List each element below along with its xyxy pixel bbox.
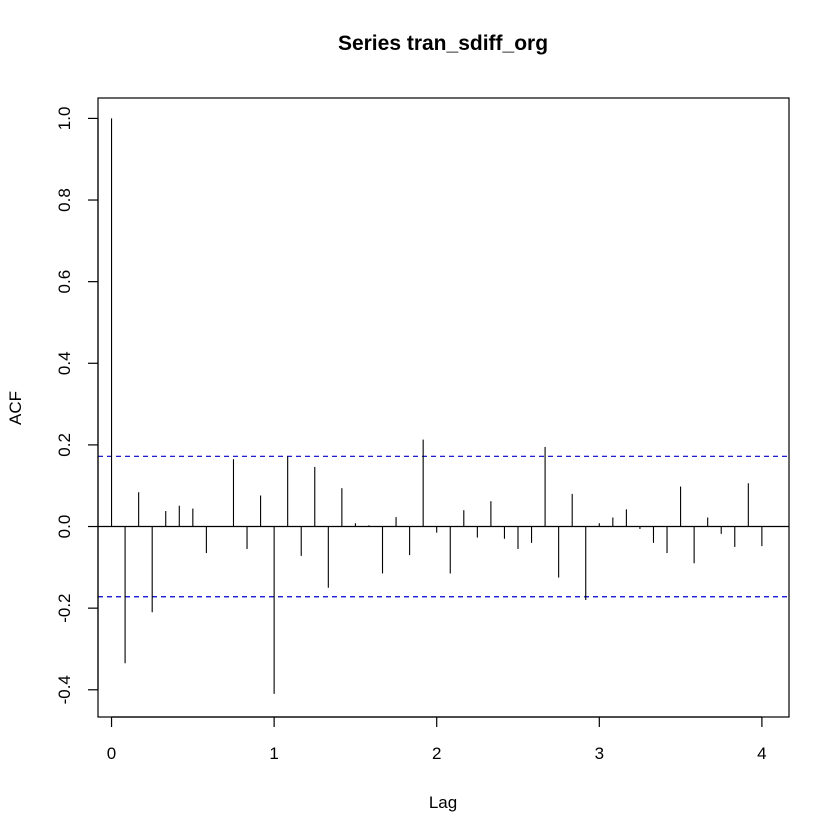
y-tick-label: 0.4 (55, 351, 74, 375)
y-axis-label: ACF (6, 391, 25, 425)
x-axis: 0 1 2 3 4 (107, 716, 767, 763)
y-tick-label: 0.6 (55, 270, 74, 294)
chart-title: Series tran_sdiff_org (338, 32, 548, 55)
y-tick-label: 1.0 (55, 107, 74, 131)
x-tick-label: 1 (269, 744, 278, 763)
plot-frame (97, 97, 790, 718)
x-tick-label: 3 (595, 744, 604, 763)
y-tick-label: 0.0 (55, 515, 74, 539)
x-tick-label: 4 (757, 744, 766, 763)
x-axis-label: Lag (429, 793, 457, 812)
y-tick-label: -0.4 (55, 675, 74, 704)
y-axis: -0.4 -0.2 0.0 0.2 0.4 0.6 0.8 1.0 (55, 107, 99, 704)
x-tick-label: 0 (107, 744, 116, 763)
plot-area (98, 118, 789, 694)
y-tick-label: 0.2 (55, 433, 74, 457)
y-tick-label: -0.2 (55, 594, 74, 623)
x-tick-label: 2 (432, 744, 441, 763)
y-tick-label: 0.8 (55, 188, 74, 212)
